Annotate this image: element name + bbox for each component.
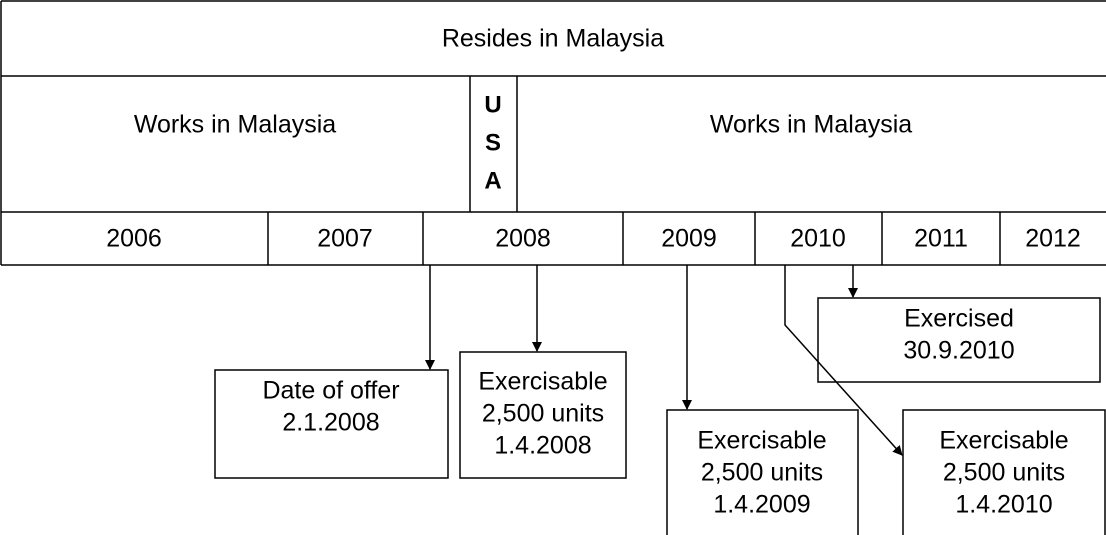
event-line: 2,500 units	[701, 459, 823, 487]
event-line: Date of offer	[262, 377, 399, 405]
year: 2007	[317, 225, 373, 253]
event-line: Exercisable	[478, 368, 607, 396]
year: 2011	[914, 225, 968, 253]
event-boxes	[214, 297, 1106, 535]
event-line: Exercised	[904, 305, 1014, 333]
event-line: 1.4.2010	[955, 491, 1052, 519]
event-line: 2.1.2008	[282, 409, 379, 437]
header-title: Resides in Malaysia	[442, 25, 664, 53]
event-line: Exercisable	[697, 427, 826, 455]
usa-letter: U	[484, 91, 501, 118]
event-line: 1.4.2009	[713, 491, 810, 519]
work-left: Works in Malaysia	[134, 111, 336, 139]
table-grid	[0, 0, 1106, 266]
event-texts: Date of offer 2.1.2008 Exercisable 2,500 un…	[262, 305, 1068, 519]
year: 2012	[1025, 225, 1081, 253]
year: 2008	[495, 225, 551, 253]
event-line: Exercisable	[939, 427, 1068, 455]
event-line: 1.4.2008	[494, 432, 591, 460]
year: 2009	[661, 225, 717, 253]
event-line: 2,500 units	[482, 400, 604, 428]
event-line: 2,500 units	[943, 459, 1065, 487]
year: 2010	[790, 225, 846, 253]
usa-letter: S	[485, 129, 501, 156]
arrows	[425, 265, 903, 456]
work-right: Works in Malaysia	[710, 111, 912, 139]
usa-letter: A	[484, 167, 501, 194]
event-line: 30.9.2010	[903, 337, 1014, 365]
year: 2006	[106, 225, 162, 253]
